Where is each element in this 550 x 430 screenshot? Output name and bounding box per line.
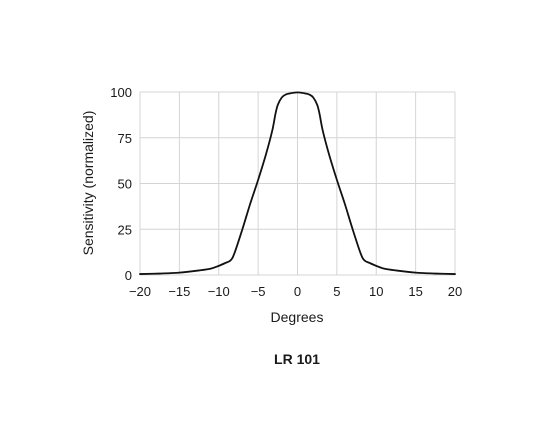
y-axis-ticks: 0 25 50 75 100 [110, 85, 132, 283]
y-tick-label: 50 [118, 177, 132, 192]
grid [139, 91, 456, 276]
x-tick-label: 20 [448, 284, 462, 299]
x-tick-label: 0 [294, 284, 301, 299]
y-tick-label: 75 [118, 131, 132, 146]
chart-caption: LR 101 [274, 351, 320, 367]
y-tick-label: 0 [125, 268, 132, 283]
sensitivity-curve [139, 91, 456, 275]
x-tick-label: −20 [129, 284, 151, 299]
x-tick-label: 10 [369, 284, 383, 299]
x-tick-label: −5 [251, 284, 266, 299]
x-tick-label: −15 [168, 284, 190, 299]
x-tick-label: 5 [333, 284, 340, 299]
y-tick-label: 100 [110, 85, 132, 100]
x-tick-label: −10 [208, 284, 230, 299]
y-tick-label: 25 [118, 222, 132, 237]
x-axis-ticks: −20 −15 −10 −5 0 5 10 15 20 [129, 284, 462, 299]
y-axis-title: Sensitivity (normalized) [80, 111, 96, 256]
x-tick-label: 15 [408, 284, 422, 299]
x-axis-title: Degrees [271, 309, 324, 325]
